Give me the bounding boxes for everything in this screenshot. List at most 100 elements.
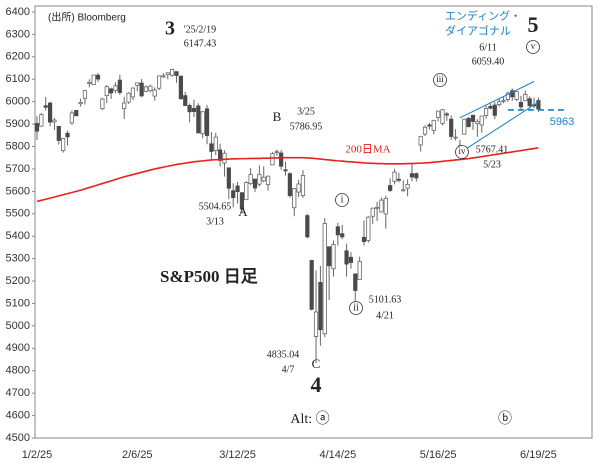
candle-body <box>287 173 292 197</box>
candle-body <box>265 175 271 186</box>
annotation: 5767.41 <box>476 144 509 155</box>
y-tick-label: 4800 <box>6 365 30 377</box>
annotation: iv <box>458 146 466 156</box>
candle-body <box>335 226 340 236</box>
annotation: A <box>238 204 248 219</box>
candle-body <box>213 136 218 151</box>
candle-body <box>396 178 401 181</box>
candle-body <box>409 173 415 178</box>
candle-body <box>122 102 127 110</box>
annotation: エンディング・ <box>445 9 521 23</box>
candle-body <box>196 105 201 134</box>
candle-body <box>226 167 231 189</box>
candle-body <box>366 216 371 241</box>
ma-line <box>36 147 539 203</box>
candle-body <box>235 185 240 192</box>
candle-body <box>178 75 183 100</box>
annotation: 6147.43 <box>184 38 217 49</box>
y-tick-label: 5900 <box>6 118 30 130</box>
candle-body <box>126 92 131 103</box>
candle-body <box>470 114 476 122</box>
candle-body <box>340 233 345 238</box>
candle-body <box>239 192 245 210</box>
x-tick-label: 6/19/25 <box>520 449 557 461</box>
candle-body <box>318 281 323 331</box>
candle-body <box>462 118 467 135</box>
annotation: 6/11 <box>479 42 496 53</box>
plot-frame <box>34 5 593 439</box>
candle-body <box>65 132 70 138</box>
candle-body <box>370 207 375 217</box>
candle-body <box>87 82 92 84</box>
candle-body <box>156 75 162 89</box>
candle-body <box>244 182 249 201</box>
y-tick-label: 4500 <box>6 432 30 444</box>
candle-body <box>357 260 362 280</box>
y-tick-label: 6300 <box>6 28 30 40</box>
candle-body <box>453 136 458 139</box>
annotation: 5 <box>528 12 539 37</box>
annotation: 5/23 <box>483 159 501 170</box>
candle-body <box>466 117 471 127</box>
annotation: Alt: ⓐ <box>290 411 329 427</box>
annotation: 4 <box>311 372 322 397</box>
candle-body <box>514 91 519 100</box>
candle-body <box>422 126 428 135</box>
candle-body <box>113 85 118 91</box>
candle-body <box>274 151 279 154</box>
candle-body <box>165 72 170 75</box>
candle-body <box>436 110 441 118</box>
candle-body <box>497 101 502 105</box>
candle-body <box>135 82 140 86</box>
candle-body <box>279 152 284 167</box>
candle-body <box>536 100 541 110</box>
candle-body <box>270 153 275 166</box>
wave-circle <box>433 73 447 87</box>
x-tick-label: 4/14/25 <box>319 449 356 461</box>
candle-body <box>231 190 236 199</box>
candle-body <box>492 104 497 116</box>
annotation: 3/25 <box>297 106 315 117</box>
annotation: 4835.04 <box>267 349 300 360</box>
candle-body <box>388 185 393 191</box>
candle-body <box>209 143 214 152</box>
candle-body <box>313 311 319 337</box>
candle-body <box>300 175 306 197</box>
candle-body <box>292 188 297 209</box>
candle-body <box>248 174 253 184</box>
y-tick-label: 6400 <box>6 6 30 18</box>
x-tick-label: 2/6/25 <box>122 449 153 461</box>
annotation: 3 <box>165 18 175 40</box>
wave-circle <box>455 145 469 159</box>
wave-circle <box>335 193 349 207</box>
candle-body <box>52 119 57 123</box>
candle-body <box>510 90 515 98</box>
candle-body <box>204 108 210 136</box>
annotation: 5101.63 <box>369 294 402 305</box>
candle-body <box>322 223 327 335</box>
candle-body <box>379 199 384 213</box>
candle-body <box>183 95 188 106</box>
candle-body <box>444 113 449 116</box>
candle-body <box>100 98 105 110</box>
candle-body <box>374 206 380 209</box>
candle-body <box>427 124 432 127</box>
candle-body <box>78 101 83 105</box>
candle-body <box>109 88 114 94</box>
candle-body <box>344 250 349 265</box>
annotation: 5504.65 <box>199 201 232 212</box>
candle-body <box>39 114 44 127</box>
candle-body <box>61 138 66 151</box>
annotation: ダイアゴナル <box>445 24 511 38</box>
y-tick-label: 5000 <box>6 320 30 332</box>
annotation: 200日MA <box>345 144 390 156</box>
candle-body <box>449 118 454 137</box>
annotation: i <box>341 194 344 205</box>
y-tick-label: 5500 <box>6 208 30 220</box>
candle-body <box>501 99 506 102</box>
candle-body <box>405 184 410 189</box>
annotation: ⓑ <box>498 411 512 427</box>
candle-body <box>418 136 423 146</box>
candle-body <box>327 246 332 267</box>
